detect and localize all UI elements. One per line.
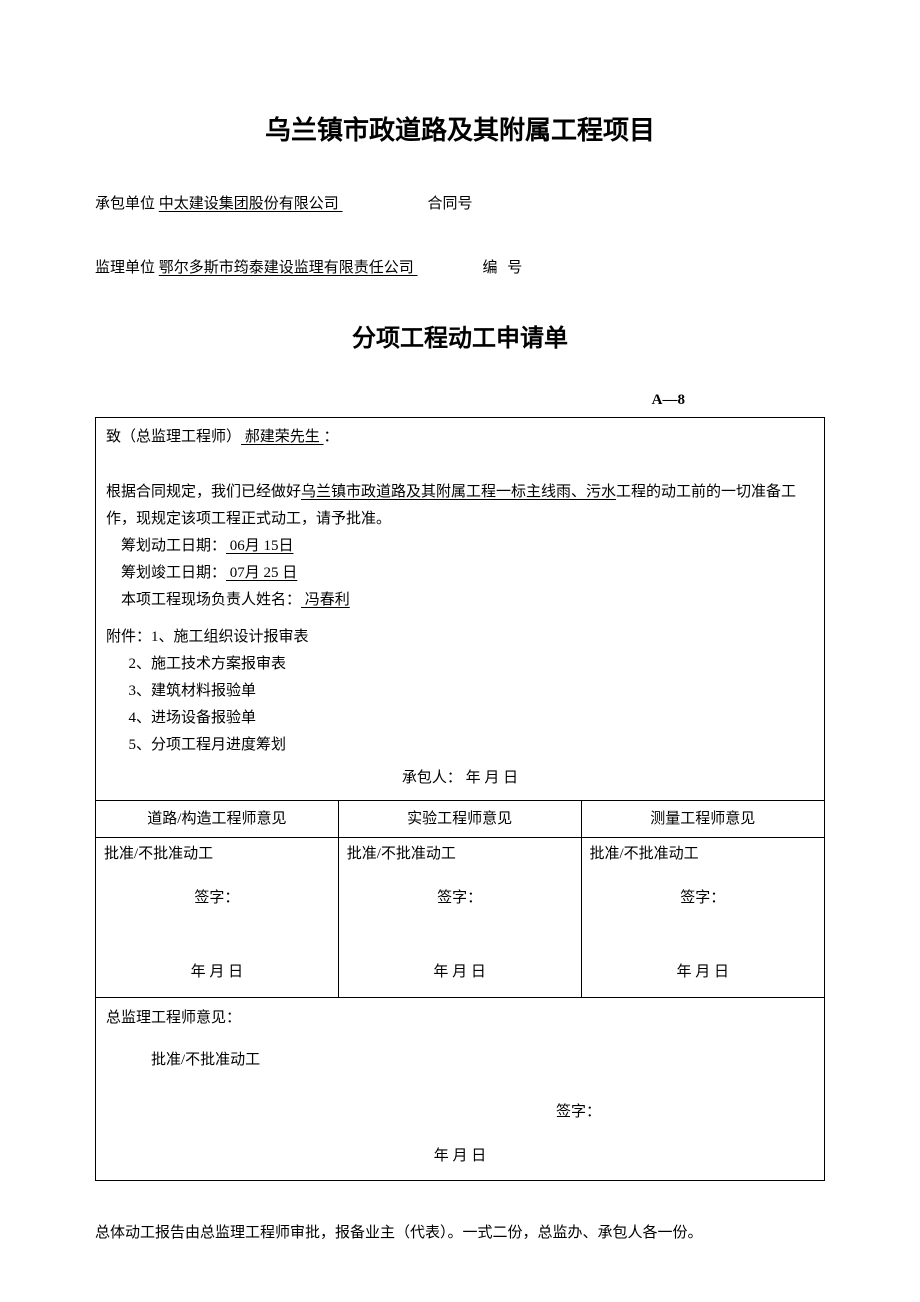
body-line1-prefix: 根据合同规定，我们已经做好 — [106, 484, 301, 500]
body-line1-underlined: 乌兰镇市政道路及其附属工程一标主线雨、污水 — [301, 484, 616, 500]
responsible-line: 本项工程现场负责人姓名： 冯春利 — [106, 587, 814, 614]
sub-title: 分项工程动工申请单 — [95, 320, 825, 358]
footer-note: 总体动工报告由总监理工程师审批，报备业主（代表）。一式二份，总监办、承包人各一份… — [95, 1221, 825, 1245]
attachment-item: 5、分项工程月进度筹划 — [106, 732, 814, 759]
responsible-name: 冯春利 — [301, 592, 350, 608]
supervisor-label: 监理单位 — [95, 260, 155, 276]
main-title: 乌兰镇市政道路及其附属工程项目 — [95, 110, 825, 152]
date-text: 年 月 日 — [347, 960, 573, 984]
start-date-value: 06月 15日 — [226, 538, 294, 554]
responsible-label: 本项工程现场负责人姓名： — [121, 592, 301, 608]
chief-title: 总监理工程师意见： — [106, 1006, 814, 1030]
opinion-cell-1: 批准/不批准动工 签字： 年 月 日 — [96, 837, 339, 997]
opinion-header-2: 实验工程师意见 — [338, 800, 581, 837]
contractor-value: 中太建设集团股份有限公司 — [159, 196, 343, 212]
end-date-label: 筹划竣工日期： — [121, 565, 226, 581]
attachment-item: 2、施工技术方案报审表 — [106, 651, 814, 678]
chief-sign: 签字： — [106, 1100, 814, 1124]
attachment-item: 4、进场设备报验单 — [106, 705, 814, 732]
recipient-suffix: ： — [324, 429, 339, 445]
body-paragraph: 根据合同规定，我们已经做好乌兰镇市政道路及其附属工程一标主线雨、污水工程的动工前… — [106, 479, 814, 533]
start-date-line: 筹划动工日期： 06月 15日 — [106, 533, 814, 560]
contractor-row: 承包单位 中太建设集团股份有限公司 合同号 — [95, 192, 825, 216]
start-date-label: 筹划动工日期： — [121, 538, 226, 554]
recipient-prefix: 致（总监理工程师） — [106, 429, 241, 445]
supervisor-row: 监理单位 鄂尔多斯市筠泰建设监理有限责任公司 编 号 — [95, 256, 825, 280]
serial-number-label: 编 号 — [483, 260, 526, 276]
attachment-item: 3、建筑材料报验单 — [106, 678, 814, 705]
date-text: 年 月 日 — [104, 960, 330, 984]
opinion-header-3: 测量工程师意见 — [581, 800, 825, 837]
approve-text: 批准/不批准动工 — [590, 842, 817, 866]
opinion-cell-3: 批准/不批准动工 签字： 年 月 日 — [581, 837, 825, 997]
opinion-cell-2: 批准/不批准动工 签字： 年 月 日 — [338, 837, 581, 997]
end-date-value: 07月 25 日 — [226, 565, 297, 581]
contractor-label: 承包单位 — [95, 196, 155, 212]
contractor-sign-line: 承包人： 年 月 日 — [106, 759, 814, 792]
spacer — [106, 614, 814, 624]
sign-text: 签字： — [590, 886, 817, 910]
chief-approve: 批准/不批准动工 — [106, 1048, 814, 1072]
sign-text: 签字： — [347, 886, 573, 910]
supervisor-value: 鄂尔多斯市筠泰建设监理有限责任公司 — [159, 260, 418, 276]
sign-text: 签字： — [104, 886, 330, 910]
date-text: 年 月 日 — [590, 960, 817, 984]
attachments-header: 附件：1、施工组织设计报审表 — [106, 624, 814, 651]
recipient-name: 郝建荣先生 — [241, 429, 324, 445]
recipient-line: 致（总监理工程师） 郝建荣先生 ： — [106, 424, 814, 451]
form-body-cell: 致（总监理工程师） 郝建荣先生 ： 根据合同规定，我们已经做好乌兰镇市政道路及其… — [96, 417, 825, 800]
spacer — [106, 451, 814, 479]
contract-number-label: 合同号 — [428, 196, 473, 212]
application-form-table: 致（总监理工程师） 郝建荣先生 ： 根据合同规定，我们已经做好乌兰镇市政道路及其… — [95, 417, 825, 1181]
chief-opinion-cell: 总监理工程师意见： 批准/不批准动工 签字： 年 月 日 — [96, 997, 825, 1180]
form-number: A—8 — [95, 388, 825, 412]
approve-text: 批准/不批准动工 — [347, 842, 573, 866]
chief-date: 年 月 日 — [106, 1144, 814, 1168]
end-date-line: 筹划竣工日期： 07月 25 日 — [106, 560, 814, 587]
opinion-header-1: 道路/构造工程师意见 — [96, 800, 339, 837]
approve-text: 批准/不批准动工 — [104, 842, 330, 866]
